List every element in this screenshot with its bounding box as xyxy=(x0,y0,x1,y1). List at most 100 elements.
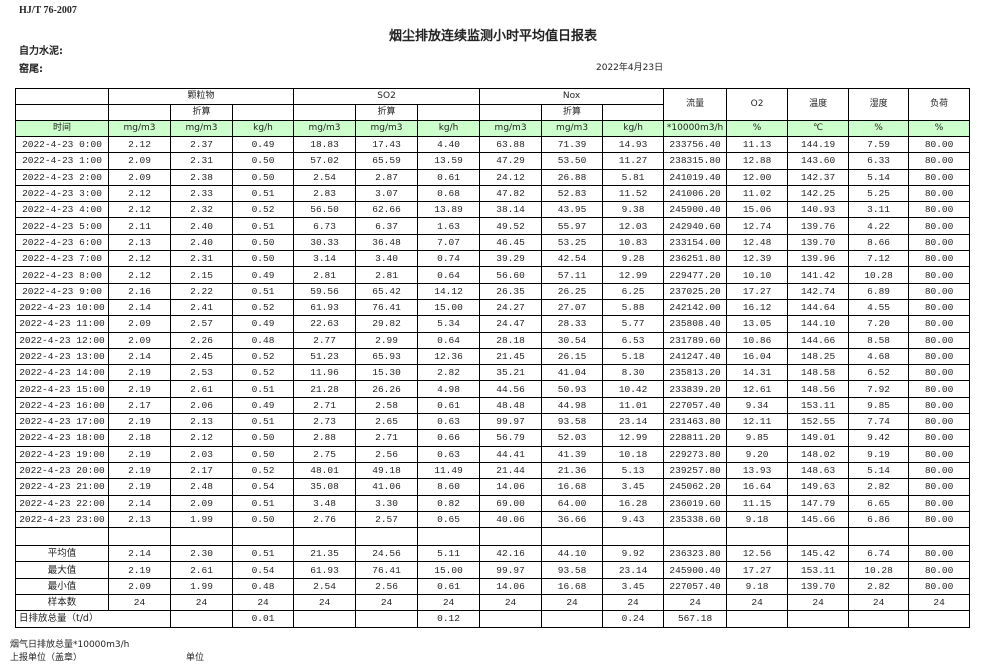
cell: 8.66 xyxy=(848,233,910,252)
cell: 2.75 xyxy=(293,445,357,463)
cell: 2.57 xyxy=(355,510,419,529)
cell: 14.06 xyxy=(479,577,543,596)
unit-cell: kg/h xyxy=(602,120,665,137)
header-blank xyxy=(108,104,171,121)
cell: 2.40 xyxy=(170,217,233,235)
cell: 24 xyxy=(355,594,419,612)
cell: 11.02 xyxy=(726,184,789,203)
cell: 16.64 xyxy=(726,478,789,496)
cell: 12.61 xyxy=(726,380,789,398)
cell xyxy=(848,527,910,547)
cell: 235338.60 xyxy=(663,510,728,529)
cell: 7.07 xyxy=(417,233,481,252)
header-humidity: 湿度 xyxy=(848,88,910,121)
cell: 16.12 xyxy=(726,298,789,317)
row-label: 2022-4-23 21:00 xyxy=(15,478,109,496)
unit-label: 单位 xyxy=(186,653,205,663)
cell: 80.00 xyxy=(908,152,971,170)
unit-cell: % xyxy=(908,120,971,137)
cell xyxy=(417,527,481,547)
cell: 80.00 xyxy=(908,494,971,512)
cell: 80.00 xyxy=(908,561,971,579)
cell: 2.56 xyxy=(355,577,419,596)
cell: 8.58 xyxy=(848,331,910,349)
cell: 21.44 xyxy=(479,461,543,480)
row-label: 2022-4-23 19:00 xyxy=(15,445,109,463)
cell: 53.50 xyxy=(541,152,604,170)
cell: 76.41 xyxy=(355,561,419,579)
cell: 59.56 xyxy=(293,282,357,300)
cell: 49.18 xyxy=(355,461,419,480)
cell: 0.54 xyxy=(231,561,295,579)
cell: 0.50 xyxy=(231,168,295,186)
cell: 9.92 xyxy=(602,545,665,563)
cell: 139.76 xyxy=(787,217,850,235)
cell: 0.52 xyxy=(231,347,295,366)
cell: 10.18 xyxy=(602,445,665,463)
cell: 5.14 xyxy=(848,168,910,186)
header-converted: 折算 xyxy=(541,104,604,121)
cell: 14.31 xyxy=(726,364,789,382)
row-label: 2022-4-23 6:00 xyxy=(15,233,109,252)
cell: 2.19 xyxy=(108,364,171,382)
cell: 21.28 xyxy=(293,380,357,398)
cell: 5.11 xyxy=(417,545,481,563)
table-row: 2022-4-23 14:00 2.19 2.53 0.52 11.96 15.30 2.8… xyxy=(15,364,971,382)
summary-row: 平均值 2.14 2.30 0.51 21.35 24.56 5.11 42.16 44.10 9… xyxy=(15,545,971,563)
cell: 80.00 xyxy=(908,168,971,186)
cell: 15.30 xyxy=(355,364,419,382)
table-row: 2022-4-23 1:00 2.09 2.31 0.50 57.02 65.59 13.5… xyxy=(15,152,971,170)
cell: 233154.00 xyxy=(663,233,728,252)
cell: 2.13 xyxy=(170,413,233,431)
cell: 64.00 xyxy=(541,494,604,512)
cell: 80.00 xyxy=(908,545,971,563)
cell: 0.50 xyxy=(231,152,295,170)
row-label: 2022-4-23 1:00 xyxy=(15,152,109,170)
cell: 6.33 xyxy=(848,152,910,170)
cell: 53.25 xyxy=(541,233,604,252)
cell: 17.27 xyxy=(726,282,789,300)
cell: 2.26 xyxy=(170,331,233,349)
cell: 147.79 xyxy=(787,494,850,512)
cell: 5.77 xyxy=(602,315,665,333)
cell: 231463.80 xyxy=(663,413,728,431)
cell: 3.40 xyxy=(355,250,419,268)
cell: 2.61 xyxy=(170,380,233,398)
cell: 11.27 xyxy=(602,152,665,170)
cell: 2.18 xyxy=(108,429,171,447)
unit-cell: mg/m3 xyxy=(479,120,543,137)
cell: 0.74 xyxy=(417,250,481,268)
unit-cell: kg/h xyxy=(417,120,481,137)
cell: 14.93 xyxy=(602,135,665,154)
cell: 3.11 xyxy=(848,201,910,219)
cell: 9.28 xyxy=(602,250,665,268)
cell: 144.19 xyxy=(787,135,850,154)
cell: 13.05 xyxy=(726,315,789,333)
cell: 3.07 xyxy=(355,184,419,203)
cell: 2.40 xyxy=(170,233,233,252)
cell: 152.55 xyxy=(787,413,850,431)
cell: 17.27 xyxy=(726,561,789,579)
cell: 148.58 xyxy=(787,364,850,382)
cell: 28.18 xyxy=(479,331,543,349)
cell: 11.13 xyxy=(726,135,789,154)
cell: 44.41 xyxy=(479,445,543,463)
cell: 0.52 xyxy=(231,461,295,480)
cell: 237025.20 xyxy=(663,282,728,300)
cell: 40.06 xyxy=(479,510,543,529)
cell: 80.00 xyxy=(908,250,971,268)
cell: 30.54 xyxy=(541,331,604,349)
cell: 5.14 xyxy=(848,461,910,480)
cell: 2.14 xyxy=(108,545,171,563)
cell: 2.81 xyxy=(293,266,357,284)
cell: 229273.80 xyxy=(663,445,728,463)
cell: 56.79 xyxy=(479,429,543,447)
cell: 18.83 xyxy=(293,135,357,154)
cell: 28.33 xyxy=(541,315,604,333)
header-row-groups: 颗粒物 SO2 Nox 流量 O2 温度 湿度 负荷 xyxy=(15,88,971,121)
cell: 12.99 xyxy=(602,266,665,284)
cell: 80.00 xyxy=(908,184,971,203)
cell: 239257.80 xyxy=(663,461,728,480)
unit-cell: mg/m3 xyxy=(541,120,604,137)
cell: 2.14 xyxy=(108,347,171,366)
